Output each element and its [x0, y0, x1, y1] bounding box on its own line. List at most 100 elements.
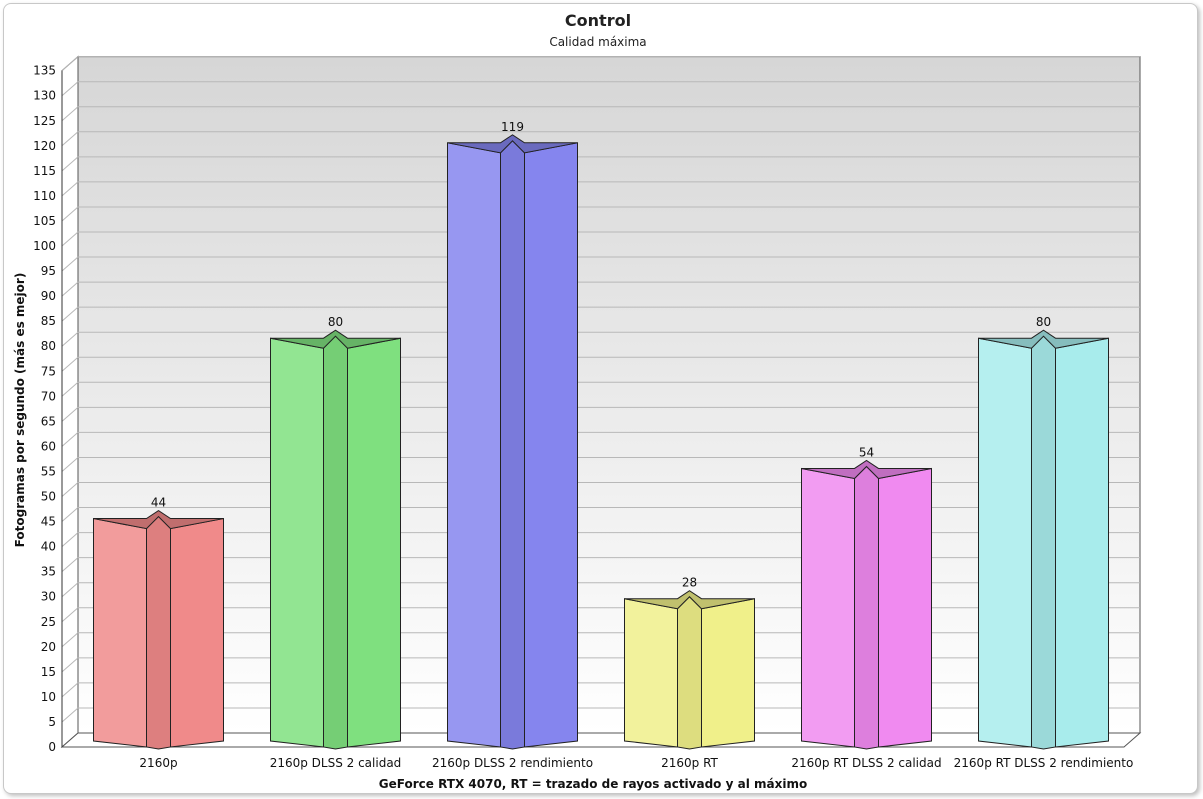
gridline-side [61, 331, 79, 347]
bar-top [447, 134, 578, 154]
gridline-side [61, 56, 79, 72]
gridline-side [61, 356, 79, 372]
bar-right-face [347, 337, 401, 748]
side-wall [61, 55, 79, 749]
bar-value-label: 80 [328, 315, 343, 329]
gridline-side [61, 607, 79, 623]
gridline-side [61, 557, 79, 573]
gridline-side [61, 707, 79, 723]
y-tick-label: 100 [33, 239, 56, 253]
gridline-side [61, 532, 79, 547]
bar-center-face [146, 515, 171, 750]
x-category-label: 2160p DLSS 2 rendimiento [432, 756, 593, 770]
y-tick-label: 5 [48, 715, 56, 729]
gridline-side [61, 156, 79, 172]
y-tick-label: 105 [33, 214, 56, 228]
y-tick-label: 130 [33, 89, 56, 103]
chart-title: Control [565, 11, 631, 30]
y-tick-label: 80 [41, 339, 56, 353]
y-tick-label: 40 [41, 540, 56, 554]
y-tick-label: 85 [41, 314, 56, 328]
y-tick-label: 20 [41, 640, 56, 654]
chart-subtitle: Calidad máxima [549, 35, 646, 49]
bar-left-face [801, 467, 855, 748]
y-tick-label: 120 [33, 139, 56, 153]
bar-right-face [1055, 337, 1109, 748]
bar-right-face [170, 517, 224, 748]
bar-center-face [500, 140, 525, 750]
gridline-side [61, 432, 79, 447]
gridline-side [61, 131, 79, 147]
bar-value-label: 119 [501, 120, 524, 134]
x-category-label: 2160p DLSS 2 calidad [270, 756, 402, 770]
gridline-side [61, 482, 79, 497]
bar-top [270, 329, 401, 349]
bar-value-label: 44 [151, 496, 166, 510]
bar-top [93, 509, 224, 530]
y-tick-label: 95 [41, 264, 56, 278]
x-category-label: 2160p RT DLSS 2 rendimiento [954, 756, 1134, 770]
y-tick-label: 0 [48, 740, 56, 754]
y-tick-label: 15 [41, 665, 56, 679]
gridline-side [61, 507, 79, 522]
gridline-side [61, 281, 79, 297]
gridline-side [61, 632, 79, 648]
x-category-label: 2160p RT DLSS 2 calidad [791, 756, 941, 770]
y-tick-label: 115 [33, 164, 56, 178]
y-tick-label: 55 [41, 464, 56, 478]
gridline-side [61, 582, 79, 598]
gridline-side [61, 381, 79, 397]
bar-value-label: 54 [859, 445, 874, 459]
bar-left-face [270, 337, 324, 748]
bar-center-face [1031, 335, 1056, 750]
gridline-side [61, 406, 79, 422]
gridline-side [61, 457, 79, 472]
bar-top [801, 459, 932, 480]
y-tick-label: 70 [41, 389, 56, 403]
gridline-side [61, 306, 79, 322]
gridline-side [61, 81, 79, 97]
bar-6: 80 [978, 315, 1109, 750]
y-tick-label: 25 [41, 615, 56, 629]
bar-4: 28 [624, 576, 755, 750]
bar-right-face [701, 598, 755, 748]
y-tick-label: 35 [41, 565, 56, 579]
back-wall [77, 56, 1141, 734]
bar-top [978, 329, 1109, 349]
bar-1: 44 [93, 496, 224, 750]
bar-center-face [677, 596, 702, 750]
y-axis-title: Fotogramas por segundo (más es mejor) [13, 273, 27, 548]
y-tick-label: 125 [33, 114, 56, 128]
y-tick-label: 10 [41, 690, 56, 704]
y-tick-label: 90 [41, 289, 56, 303]
bar-value-label: 80 [1036, 315, 1051, 329]
bar-right-face [878, 467, 932, 748]
y-tick-label: 45 [41, 515, 56, 529]
bar-top [624, 590, 755, 610]
y-tick-label: 60 [41, 439, 56, 453]
x-category-label: 2160p RT [661, 756, 718, 770]
bar-center-face [323, 335, 348, 750]
gridline-side [61, 231, 79, 247]
plot-area: 0 5 10 15 20 25 30 35 40 45 50 55 60 65 70 75 80 85 90 95 10… [33, 55, 1142, 770]
y-tick-label: 110 [33, 189, 56, 203]
bar-left-face [978, 337, 1032, 748]
y-tick-label: 50 [41, 490, 56, 504]
gridline-side [61, 181, 79, 197]
y-tick-label: 135 [33, 64, 56, 78]
gridline-side [61, 256, 79, 272]
bar-center-face [854, 465, 879, 750]
y-tick-label: 65 [41, 414, 56, 428]
bar-value-label: 28 [682, 576, 697, 590]
x-category-label: 2160p [139, 756, 177, 770]
bar-left-face [93, 517, 147, 748]
gridline-side [61, 206, 79, 222]
y-tick-label: 30 [41, 590, 56, 604]
y-tick-label: 75 [41, 364, 56, 378]
bar-3: 119 [447, 120, 578, 750]
gridline-side [61, 657, 79, 673]
gridline-side [61, 106, 79, 122]
bar-left-face [624, 598, 678, 748]
x-axis-title: GeForce RTX 4070, RT = trazado de rayos … [379, 777, 807, 791]
